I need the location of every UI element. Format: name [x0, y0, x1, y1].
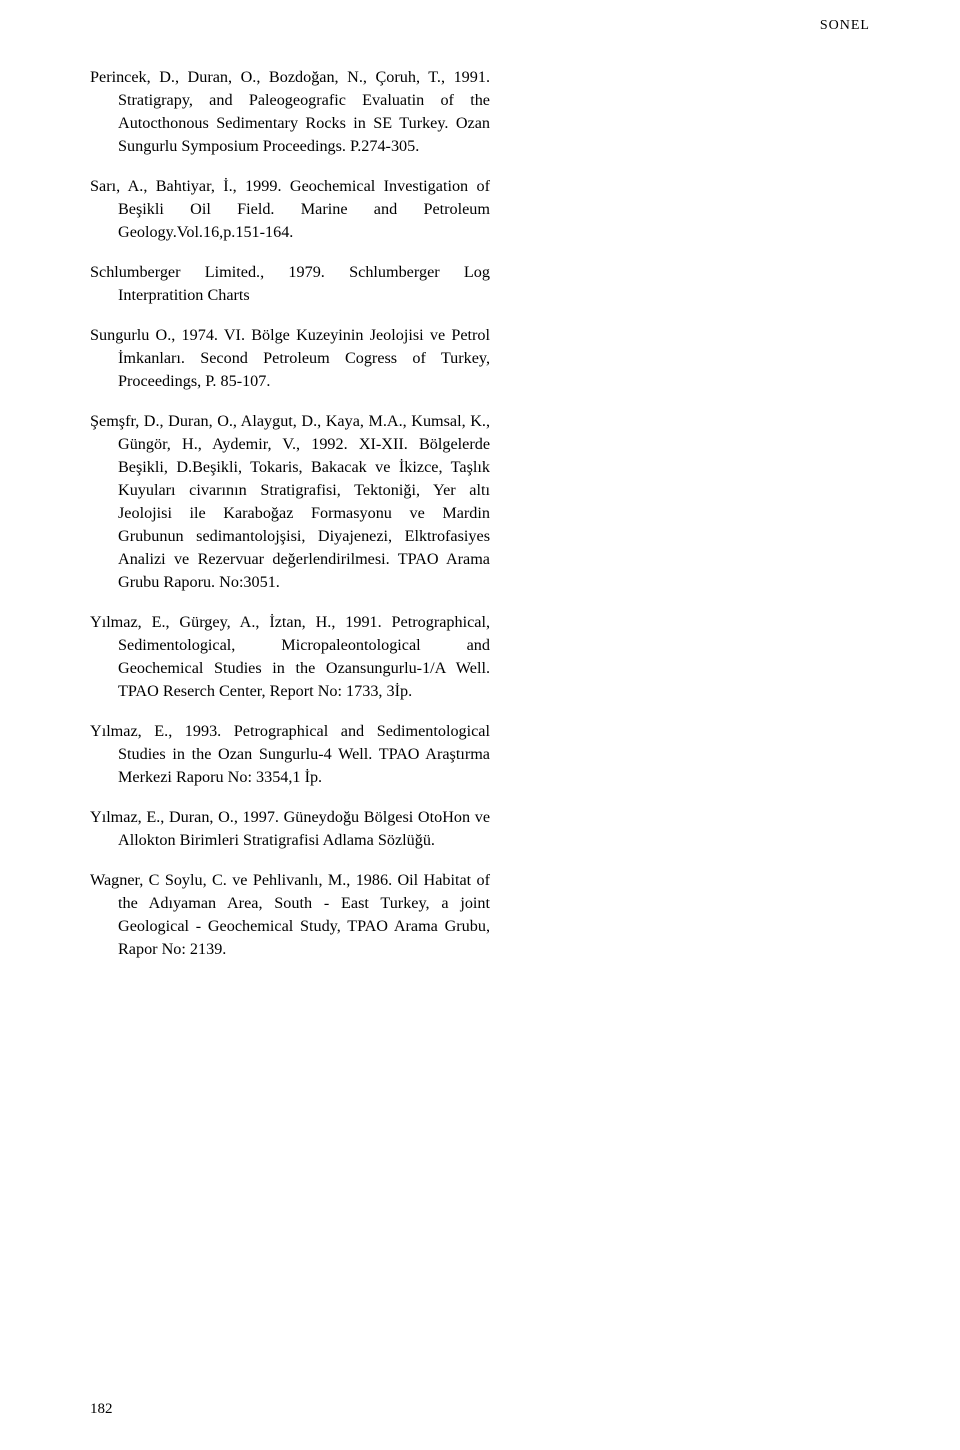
reference-entry: Wagner, C Soylu, C. ve Pehlivanlı, M., 1…	[90, 869, 490, 961]
reference-entry: Yılmaz, E., Gürgey, A., İztan, H., 1991.…	[90, 611, 490, 703]
reference-entry: Sungurlu O., 1974. VI. Bölge Kuzeyinin J…	[90, 324, 490, 393]
page-number: 182	[90, 1401, 113, 1418]
reference-entry: Schlumberger Limited., 1979. Schlumberge…	[90, 261, 490, 307]
reference-entry: Yılmaz, E., 1993. Petrographical and Sed…	[90, 720, 490, 789]
reference-entry: Yılmaz, E., Duran, O., 1997. Güneydoğu B…	[90, 806, 490, 852]
reference-entry: Şemşfr, D., Duran, O., Alaygut, D., Kaya…	[90, 410, 490, 594]
references-column: Perincek, D., Duran, O., Bozdoğan, N., Ç…	[90, 66, 490, 961]
page-header-right: SONEL	[820, 18, 870, 34]
reference-entry: Sarı, A., Bahtiyar, İ., 1999. Geochemica…	[90, 175, 490, 244]
reference-entry: Perincek, D., Duran, O., Bozdoğan, N., Ç…	[90, 66, 490, 158]
